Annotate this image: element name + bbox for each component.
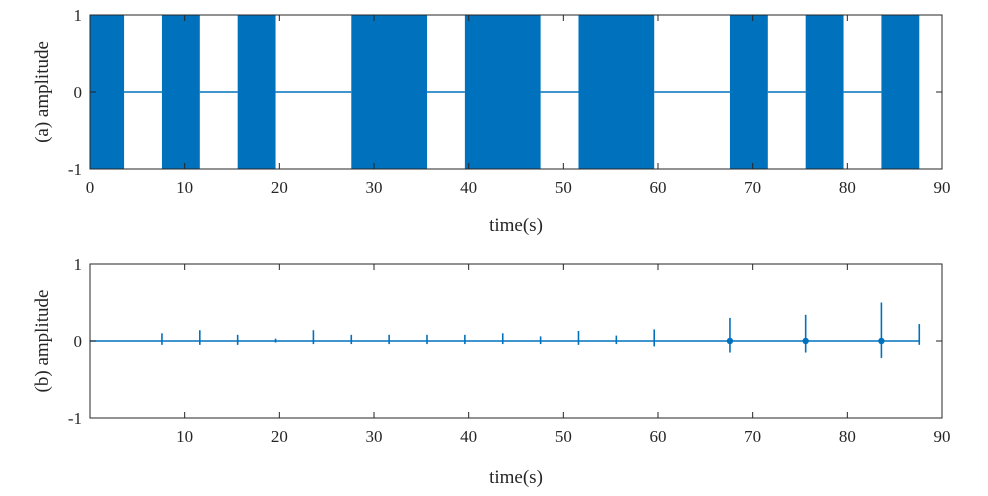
panel-b-xtick-label: 30 (366, 427, 383, 446)
panel-a-xtick-label: 20 (271, 178, 288, 197)
panel-b-xtick-label: 10 (176, 427, 193, 446)
panel-b-ytick-label: -1 (68, 409, 82, 428)
panel-b-spike-dot (726, 337, 734, 345)
panel-b-xtick-label: 80 (839, 427, 856, 446)
panel-b-ytick-label: 0 (74, 332, 83, 351)
panel-a-active-block (729, 15, 768, 169)
panel-a-active-block (881, 15, 920, 169)
panel-b-marks (90, 302, 921, 358)
panel-a-ytick-label: 0 (74, 83, 83, 102)
panel-b-xtick-label: 70 (744, 427, 761, 446)
panel-a-active-block (351, 15, 428, 169)
panel-a-xtick-label: 80 (839, 178, 856, 197)
panel-a-xtick-label: 40 (460, 178, 477, 197)
panel-b-xtick-label: 50 (555, 427, 572, 446)
panel-b-spike-dot (802, 337, 809, 345)
panel-a-ytick-label: 1 (74, 6, 83, 25)
panel-a-xtick-label: 70 (744, 178, 761, 197)
panel-b-ytick-label: 1 (74, 255, 83, 274)
panel-a-ytick-label: -1 (68, 160, 82, 179)
panel-a-xtick-label: 0 (86, 178, 95, 197)
panel-b-ylabel: (b) amplitude (32, 290, 53, 393)
panel-b-xlabel: time(s) (489, 467, 543, 488)
panel-a-active-block (464, 15, 541, 169)
panel-a-marks (90, 15, 920, 169)
panel-b-xtick-label: 40 (460, 427, 477, 446)
panel-a-xtick-label: 30 (366, 178, 383, 197)
panel-a-active-block (805, 15, 844, 169)
panel-a-xlabel: time(s) (489, 215, 543, 236)
panel-a-xtick-label: 90 (934, 178, 951, 197)
panel-b-xtick-label: 20 (271, 427, 288, 446)
panel-a-active-block (237, 15, 276, 169)
panel-b-spike-dot (878, 337, 885, 345)
panel-a-active-block (161, 15, 200, 169)
panel-b-xtick-label: 60 (650, 427, 667, 446)
panel-a-xtick-label: 10 (176, 178, 193, 197)
panel-a-xtick-label: 50 (555, 178, 572, 197)
panel-b-xtick-label: 90 (934, 427, 951, 446)
panel-a-active-block (578, 15, 655, 169)
panel-a-xtick-label: 60 (650, 178, 667, 197)
panel-a-ylabel: (a) amplitude (32, 41, 53, 143)
